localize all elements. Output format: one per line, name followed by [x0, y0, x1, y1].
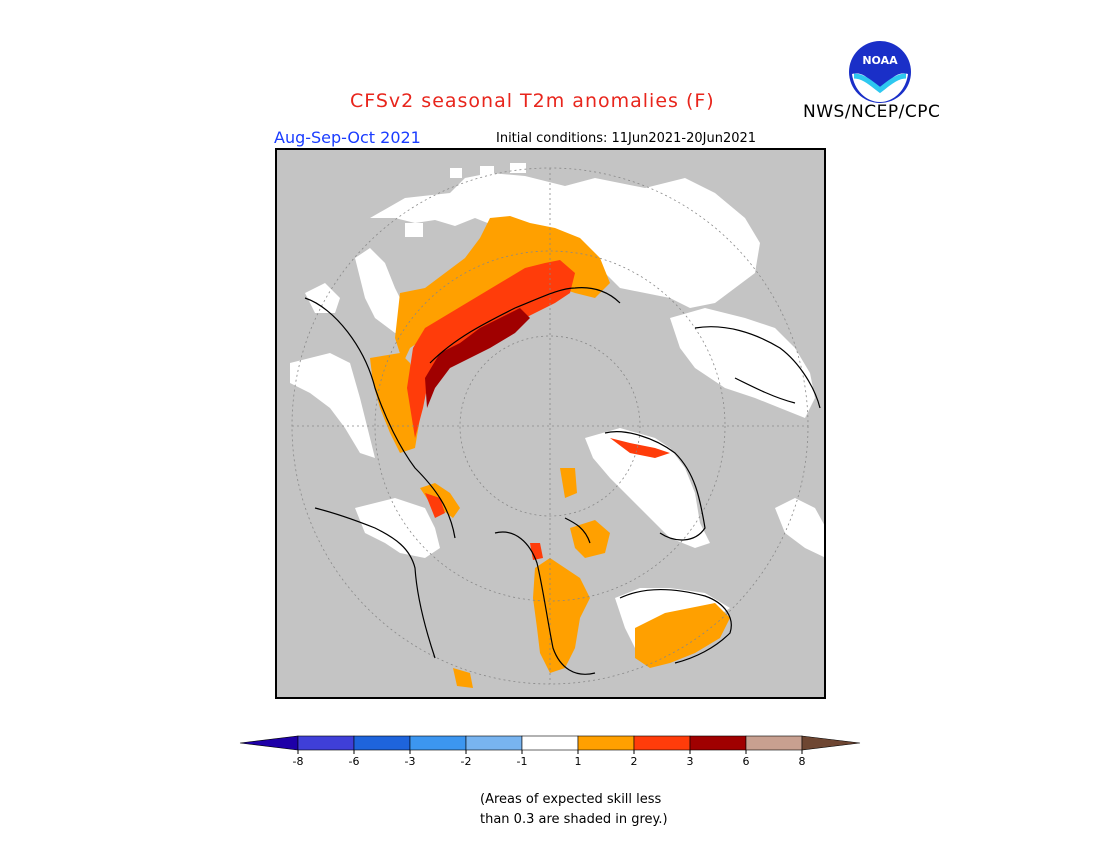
warm-3-6-regions [425, 308, 530, 408]
legend-bin [577, 735, 635, 751]
color-legend: -8 -6 -3 -2 -1 1 2 3 6 8 [239, 735, 861, 768]
legend-bin [633, 735, 691, 751]
legend-bin [409, 735, 467, 751]
logo-text: NOAA [862, 54, 898, 67]
legend-bin [297, 735, 355, 751]
legend-bin-low-arrow [239, 735, 299, 751]
noaa-logo: NOAA [849, 41, 911, 103]
legend-bin [353, 735, 411, 751]
legend-tick-label: -6 [349, 755, 360, 768]
legend-bin [689, 735, 747, 751]
footnote-line-1: (Areas of expected skill less [480, 792, 662, 807]
legend-tick-label: -8 [293, 755, 304, 768]
initial-conditions-label: Initial conditions: 11Jun2021-20Jun2021 [496, 131, 757, 146]
legend-tick-label: 1 [575, 755, 582, 768]
footnote-line-2: than 0.3 are shaded in grey.) [480, 812, 668, 827]
legend-tick-label: 6 [743, 755, 750, 768]
legend-tick-label: 2 [631, 755, 638, 768]
legend-tick-label: -2 [461, 755, 472, 768]
legend-tick-label: -3 [405, 755, 416, 768]
legend-bin [745, 735, 803, 751]
map-title: CFSv2 seasonal T2m anomalies (F) [350, 90, 715, 112]
polar-map [275, 148, 826, 699]
skill-footnote: (Areas of expected skill less than 0.3 a… [480, 790, 668, 830]
legend-tick-label: 3 [687, 755, 694, 768]
coastlines [304, 287, 821, 675]
legend-bin [521, 735, 579, 751]
legend-bin-high-arrow [801, 735, 861, 751]
agency-label: NWS/NCEP/CPC [803, 102, 941, 122]
graticule [291, 167, 809, 685]
legend-tick-label: 8 [799, 755, 806, 768]
season-label: Aug-Sep-Oct 2021 [274, 128, 421, 147]
legend-bin [465, 735, 523, 751]
map-border [275, 148, 826, 699]
legend-tick-label: -1 [517, 755, 528, 768]
